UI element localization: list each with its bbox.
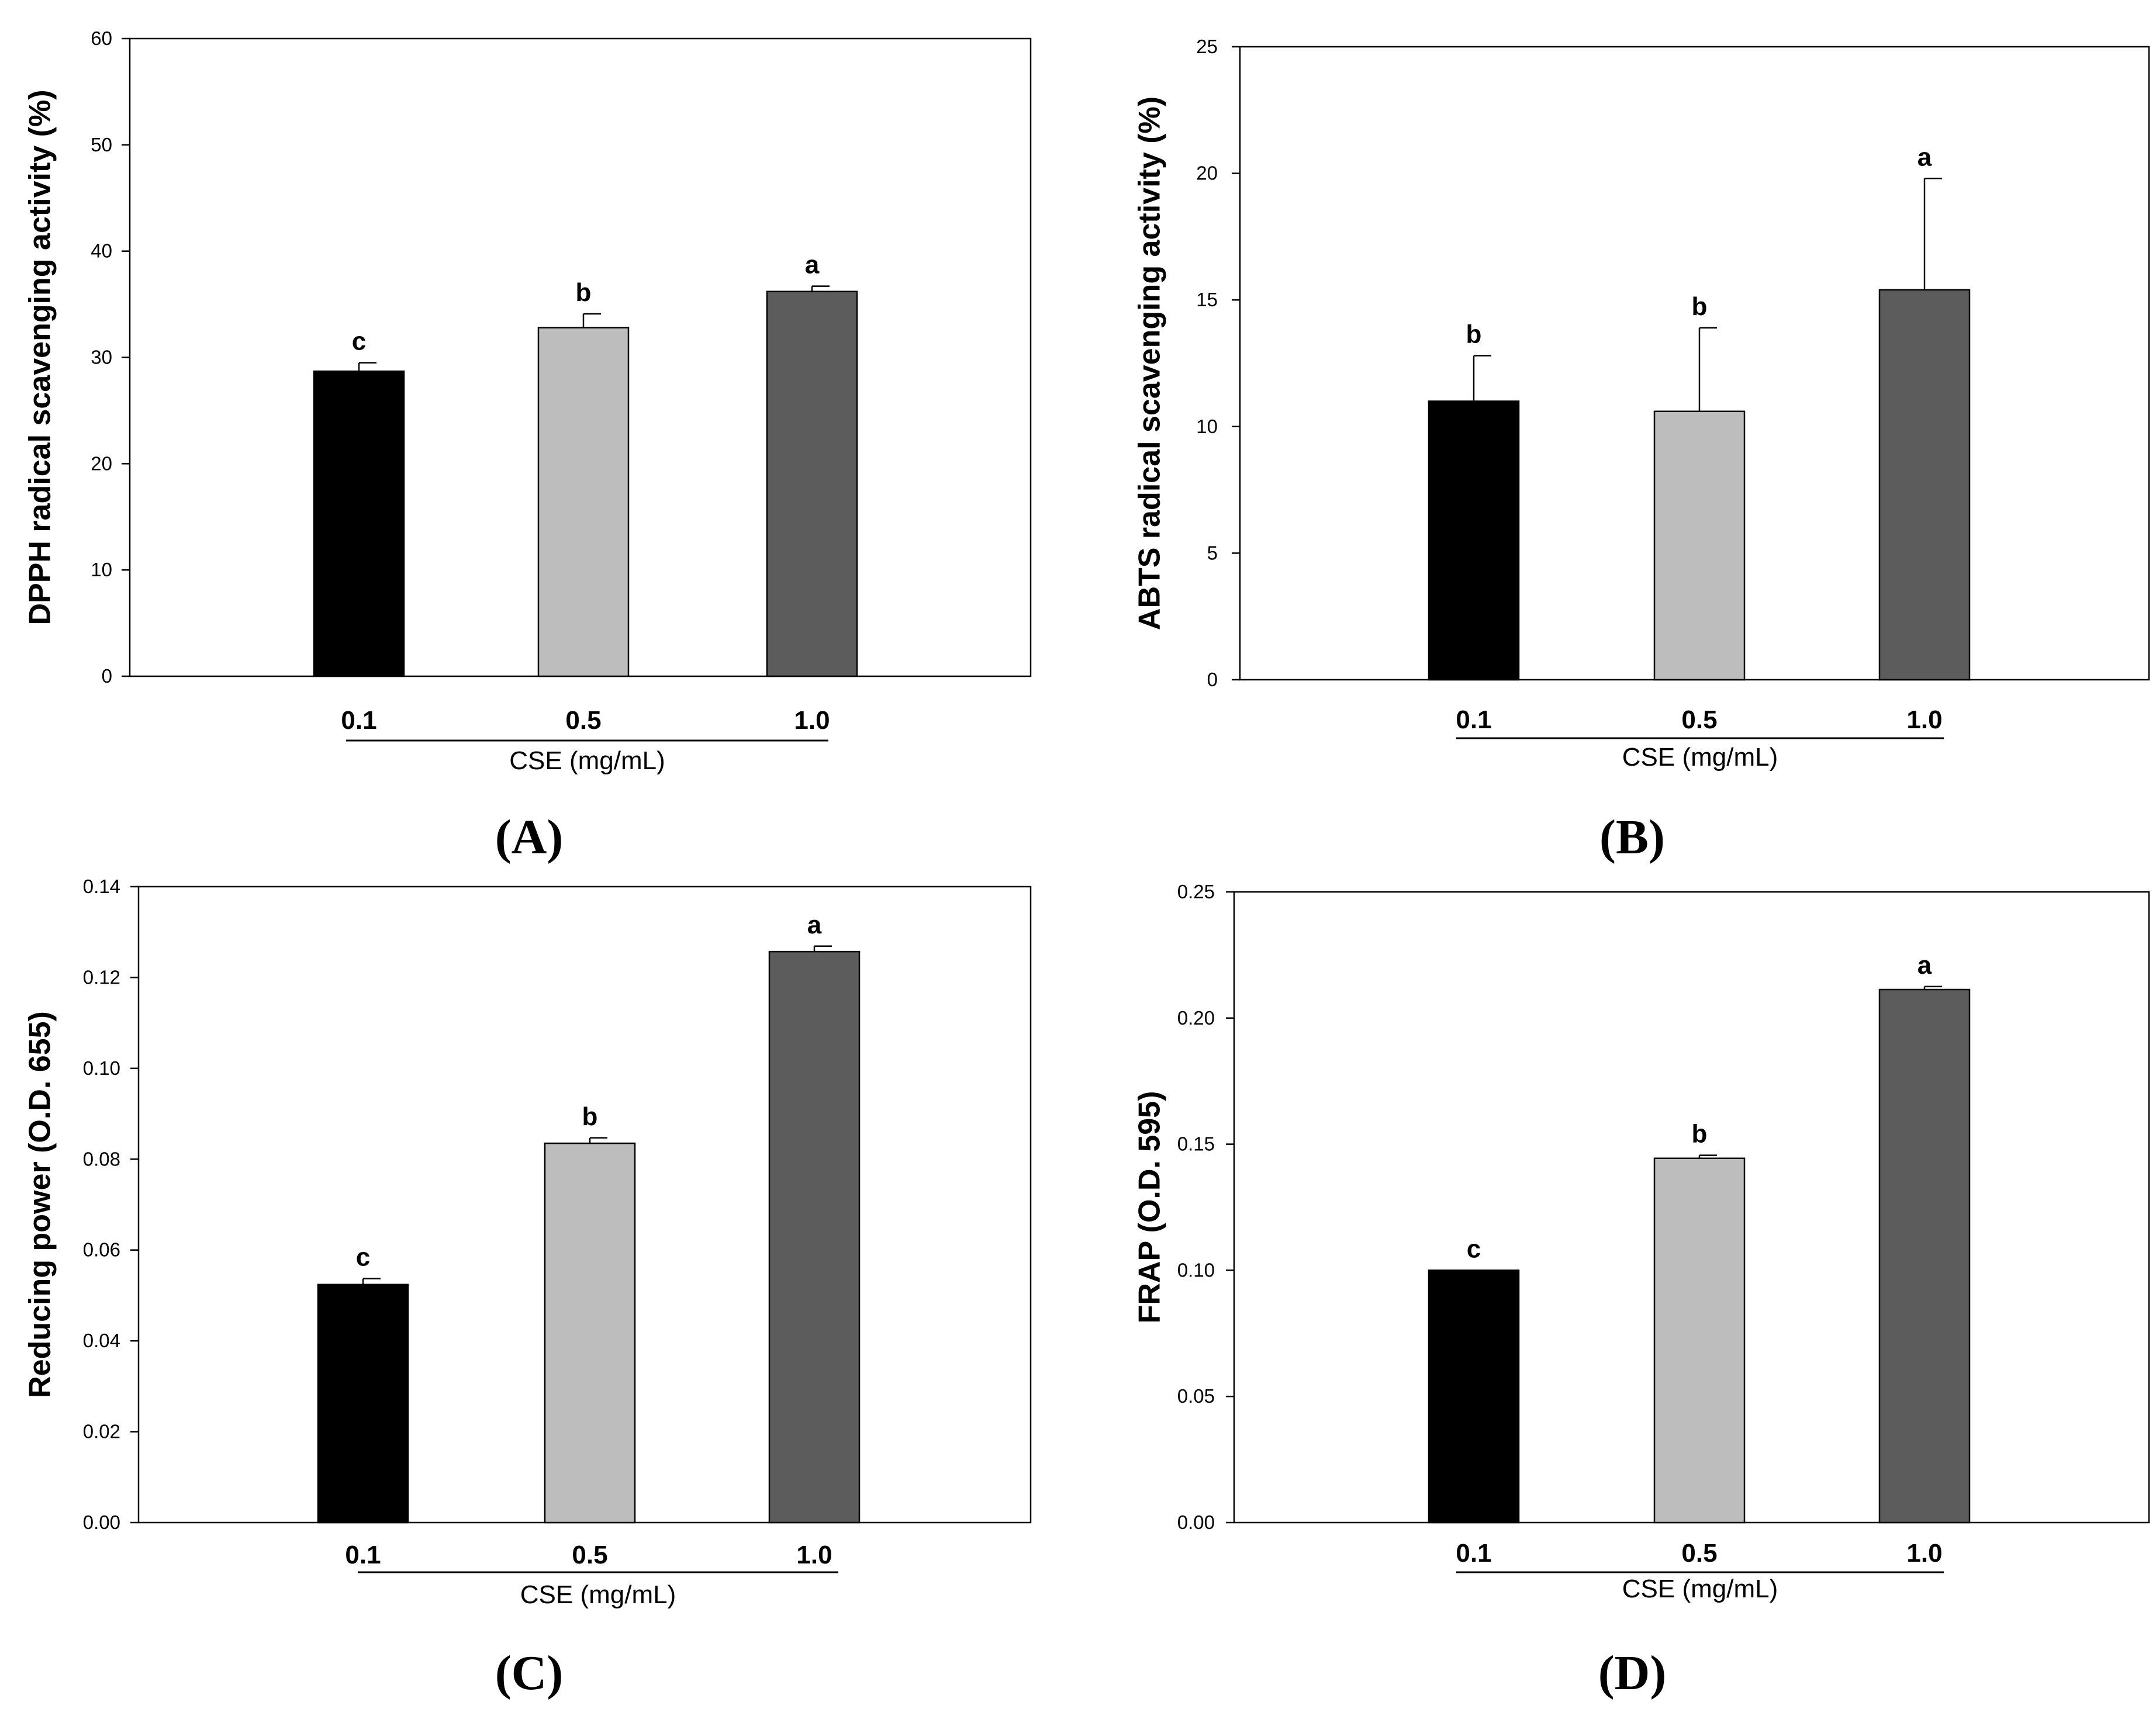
y-tick-label: 0.02 xyxy=(83,1421,120,1442)
bar-1.0 xyxy=(1878,289,1971,681)
panel-label: (D) xyxy=(1598,1646,1667,1700)
panel-label: (C) xyxy=(495,1646,564,1700)
y-axis-title: Reducing power (O.D. 655) xyxy=(23,1011,57,1398)
y-tick-label: 0 xyxy=(1207,669,1218,690)
chart-panel-b: 0 5 10 15 20 25 b 0.1 b 0.5 a 1.0 CSE (mg/mL) ABTS ra… xyxy=(1133,36,2150,864)
x-axis-title: CSE (mg/mL) xyxy=(1622,1575,1778,1603)
x-category-label: 0.5 xyxy=(572,1541,607,1569)
chart-panel-c: 0.00 0.02 0.04 0.06 0.08 0.10 0.12 0.14 c 0.1 b 0.5… xyxy=(23,876,1032,1700)
y-tick-label: 40 xyxy=(91,240,112,262)
significance-letter: c xyxy=(356,1243,370,1272)
x-axis-title: CSE (mg/mL) xyxy=(509,746,665,775)
significance-letter: a xyxy=(807,911,822,939)
y-tick-label: 0.05 xyxy=(1177,1385,1215,1407)
bar-0.1 xyxy=(313,370,405,677)
y-tick-label: 0.10 xyxy=(83,1057,120,1079)
y-tick-label: 0.12 xyxy=(83,966,120,988)
x-category-label: 1.0 xyxy=(1906,1539,1942,1568)
significance-letter: a xyxy=(1917,143,1932,171)
x-category-label: 0.1 xyxy=(341,706,376,735)
x-category-label: 0.1 xyxy=(1456,1539,1491,1568)
y-tick-label: 30 xyxy=(91,347,112,368)
significance-letter: b xyxy=(1692,292,1708,321)
y-tick-label: 0.10 xyxy=(1177,1259,1215,1281)
chart-panel-a: 0 10 20 30 40 50 60 c 0.1 b 0.5 a 1.0 CSE (mg/mL) DPPH… xyxy=(23,27,1032,864)
panel-label: (B) xyxy=(1599,810,1665,864)
x-axis-title: CSE (mg/mL) xyxy=(1622,743,1778,772)
y-tick-label: 10 xyxy=(91,559,112,580)
y-tick-label: 0.08 xyxy=(83,1148,120,1170)
x-category-label: 0.5 xyxy=(1681,1539,1717,1568)
y-axis-title: ABTS radical scavenging activity (%) xyxy=(1133,96,1167,630)
significance-letter: a xyxy=(805,251,820,279)
x-category-label: 1.0 xyxy=(1906,705,1942,734)
y-tick-label: 0.00 xyxy=(83,1511,120,1533)
bar-0.5 xyxy=(544,1142,636,1524)
significance-letter: a xyxy=(1917,951,1932,980)
y-tick-label: 60 xyxy=(91,27,112,49)
x-category-label: 0.1 xyxy=(345,1541,381,1569)
y-tick-label: 0.00 xyxy=(1177,1511,1215,1533)
x-category-label: 0.5 xyxy=(565,706,601,735)
y-tick-label: 5 xyxy=(1207,542,1218,563)
bar-0.5 xyxy=(1653,410,1746,681)
y-axis-title: FRAP (O.D. 595) xyxy=(1133,1091,1167,1324)
bar-0.1 xyxy=(1428,1269,1520,1524)
x-axis-title: CSE (mg/mL) xyxy=(520,1580,676,1609)
y-tick-label: 0.14 xyxy=(83,876,120,897)
bar-0.1 xyxy=(317,1284,409,1524)
bar-1.0 xyxy=(766,290,858,677)
significance-letter: c xyxy=(352,327,366,356)
y-tick-label: 50 xyxy=(91,134,112,155)
y-tick-label: 20 xyxy=(91,452,112,474)
bar-1.0 xyxy=(1878,988,1971,1524)
x-category-label: 1.0 xyxy=(794,706,830,735)
x-category-label: 0.5 xyxy=(1681,705,1717,734)
bar-0.5 xyxy=(1653,1157,1746,1524)
significance-letter: b xyxy=(1692,1120,1708,1148)
bar-1.0 xyxy=(768,950,861,1524)
y-tick-label: 0.04 xyxy=(83,1330,120,1351)
x-category-label: 0.1 xyxy=(1456,705,1491,734)
bar-0.1 xyxy=(1428,400,1520,681)
y-tick-label: 0.15 xyxy=(1177,1133,1215,1155)
chart-panel-d: 0.00 0.05 0.10 0.15 0.20 0.25 c 0.1 b 0.5 a 1.0 CSE … xyxy=(1133,881,2150,1700)
significance-letter: c xyxy=(1467,1234,1481,1263)
y-tick-label: 0 xyxy=(102,665,112,687)
y-tick-label: 0.06 xyxy=(83,1239,120,1261)
y-tick-label: 15 xyxy=(1196,289,1218,310)
y-tick-label: 20 xyxy=(1196,162,1218,184)
y-axis-title: DPPH radical scavenging activity (%) xyxy=(23,89,57,625)
significance-letter: b xyxy=(576,278,592,307)
y-tick-label: 10 xyxy=(1196,416,1218,437)
significance-letter: b xyxy=(582,1102,598,1131)
x-category-label: 1.0 xyxy=(796,1541,832,1569)
y-tick-label: 0.20 xyxy=(1177,1007,1215,1029)
significance-letter: b xyxy=(1466,320,1482,349)
bar-0.5 xyxy=(537,327,630,677)
y-tick-label: 25 xyxy=(1196,36,1218,57)
panel-label: (A) xyxy=(495,810,564,864)
y-tick-label: 0.25 xyxy=(1177,881,1215,902)
